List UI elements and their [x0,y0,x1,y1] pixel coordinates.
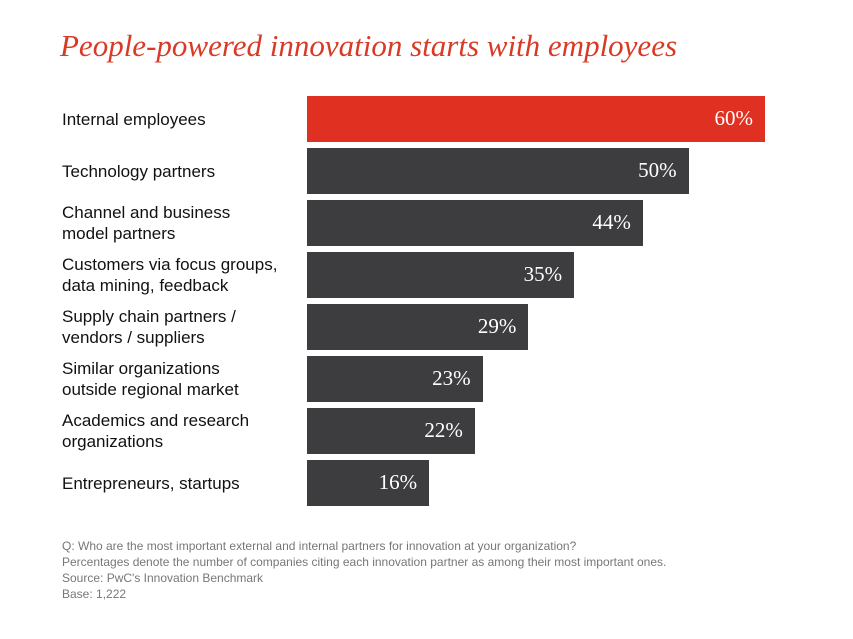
category-label: Customers via focus groups, data mining,… [62,255,278,295]
bar [307,96,765,142]
bar [307,408,475,454]
value-label: 16% [378,470,418,494]
category-label: Academics and research organizations [62,411,250,451]
category-label: Entrepreneurs, startups [62,473,240,493]
chart-title: People-powered innovation starts with em… [60,28,678,63]
value-label: 50% [638,158,677,182]
value-label: 29% [477,314,517,338]
category-label: Internal employees [62,109,206,129]
value-label: 60% [714,106,754,130]
footnote: Percentages denote the number of compani… [62,555,667,569]
footnote: Source: PwC's Innovation Benchmark [62,571,264,585]
footnote: Base: 1,222 [62,587,127,601]
bar [307,304,529,350]
bar [307,356,483,402]
category-label: Similar organizations outside regional m… [62,359,239,399]
bar [307,148,689,194]
footnote: Q: Who are the most important external a… [62,539,577,553]
bar [307,460,430,506]
bar [307,252,575,298]
value-label: 23% [432,366,471,390]
category-label: Technology partners [62,161,216,181]
value-label: 44% [592,210,631,234]
category-label: Supply chain partners / vendors / suppli… [62,307,236,347]
value-label: 35% [523,262,563,286]
value-label: 22% [424,418,463,442]
category-label: Channel and business model partners [62,203,231,243]
bar [307,200,643,246]
